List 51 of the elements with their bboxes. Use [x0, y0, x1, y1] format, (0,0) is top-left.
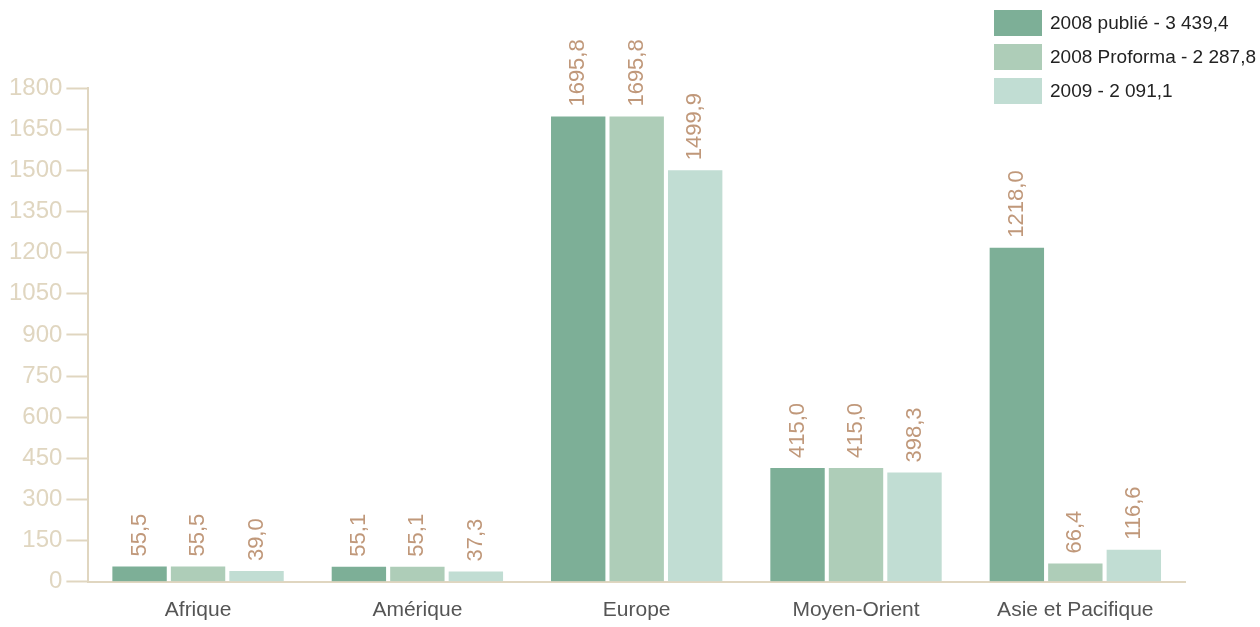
- y-tick-label: 750: [22, 360, 63, 388]
- x-tick-label: Moyen-Orient: [792, 597, 920, 621]
- y-tick-label: 1350: [9, 196, 63, 224]
- bar: [1048, 563, 1103, 582]
- data-label: 39,0: [242, 518, 268, 562]
- x-tick-label: Amérique: [372, 597, 463, 621]
- data-label: 398,3: [900, 407, 926, 463]
- data-label: 55,5: [125, 513, 151, 557]
- bar: [390, 566, 445, 582]
- data-label: 37,3: [461, 518, 487, 562]
- bar: [770, 467, 825, 582]
- bar: [229, 571, 284, 582]
- data-label: 66,4: [1061, 510, 1087, 554]
- data-label: 55,1: [344, 513, 370, 557]
- legend-label: 2009 - 2 091,1: [1050, 80, 1173, 102]
- y-tick-label: 1050: [9, 278, 63, 306]
- bar: [609, 116, 664, 582]
- legend-label: 2008 publié - 3 439,4: [1050, 12, 1229, 34]
- data-label: 55,5: [184, 513, 210, 557]
- bar: [331, 566, 387, 582]
- y-tick-label: 1500: [9, 154, 63, 182]
- y-tick-label: 450: [22, 442, 63, 470]
- data-label: 55,1: [403, 513, 429, 557]
- y-tick-label: 900: [22, 319, 63, 347]
- data-label: 1499,9: [681, 93, 707, 161]
- bar: [112, 566, 167, 582]
- y-tick-label: 150: [22, 525, 63, 553]
- bar: [887, 472, 942, 582]
- bar: [551, 116, 606, 582]
- bar: [448, 571, 504, 582]
- data-label: 1218,0: [1002, 170, 1028, 238]
- x-tick-label: Europe: [602, 597, 671, 621]
- bar: [1106, 549, 1162, 582]
- bar: [828, 467, 884, 582]
- x-tick-label: Afrique: [164, 597, 232, 621]
- data-label: 415,0: [842, 402, 868, 458]
- bar: [667, 170, 723, 582]
- y-tick-label: 1200: [9, 237, 63, 265]
- y-tick-label: 300: [22, 484, 63, 512]
- bar: [170, 566, 226, 582]
- legend-label: 2008 Proforma - 2 287,8: [1050, 46, 1256, 68]
- data-label: 1695,8: [622, 39, 648, 107]
- y-tick-label: 1800: [9, 72, 63, 100]
- y-tick-label: 1650: [9, 113, 63, 141]
- data-label: 415,0: [783, 402, 809, 458]
- data-label: 116,6: [1119, 486, 1145, 540]
- bar: [989, 247, 1045, 582]
- x-tick-label: Asie et Pacifique: [997, 597, 1154, 621]
- data-label: 1695,8: [564, 39, 590, 107]
- y-tick-label: 600: [22, 401, 63, 429]
- y-tick-label: 0: [49, 566, 63, 594]
